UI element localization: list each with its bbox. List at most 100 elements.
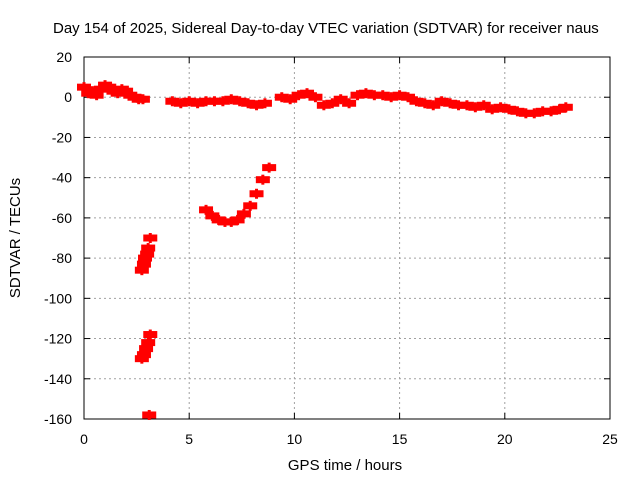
data-point	[140, 265, 144, 276]
y-axis-label: SDTVAR / TECUs	[7, 178, 24, 298]
data-point	[144, 343, 148, 354]
data-point	[196, 98, 200, 109]
data-point	[507, 104, 511, 115]
series-short-streak-3h-upper	[134, 233, 158, 276]
x-tick-label: 15	[392, 431, 408, 447]
data-point	[280, 92, 284, 103]
data-point	[347, 98, 351, 109]
data-point	[90, 86, 94, 97]
data-point	[406, 92, 410, 103]
data-point	[532, 108, 536, 119]
data-point	[146, 243, 150, 254]
data-point	[146, 337, 150, 348]
data-point	[124, 86, 128, 97]
data-point	[465, 100, 469, 111]
y-tick-label: -160	[44, 411, 72, 427]
data-point	[490, 104, 494, 115]
data-point	[238, 96, 242, 107]
data-point	[148, 233, 152, 243]
data-point	[356, 90, 360, 101]
data-point	[431, 100, 435, 111]
x-tick-label: 10	[287, 431, 303, 447]
x-tick-label: 5	[185, 431, 193, 447]
y-tick-label: 0	[64, 89, 72, 105]
data-point	[499, 102, 503, 113]
data-point	[541, 106, 545, 117]
data-point	[313, 92, 317, 103]
data-point	[141, 94, 145, 105]
data-point	[221, 96, 225, 107]
data-point	[473, 102, 477, 113]
data-point	[297, 90, 301, 101]
data-point	[330, 98, 334, 109]
axis-ticks: 20 0 -20 -40 -60 -80 -100 -120 -140 -160 0 5 10 15 20 2…	[44, 49, 618, 447]
data-point	[305, 88, 309, 99]
data-point	[414, 96, 418, 107]
data-point	[255, 100, 259, 111]
data-point	[204, 96, 208, 107]
data-point	[147, 409, 151, 420]
y-tick-label: -140	[44, 371, 72, 387]
data-point	[515, 106, 519, 117]
data-point	[143, 253, 147, 264]
data-point	[142, 349, 146, 360]
chart-title: Day 154 of 2025, Sidereal Day-to-day VTE…	[53, 20, 599, 37]
y-tick-label: -80	[52, 250, 72, 266]
data-point	[372, 90, 376, 101]
data-point	[107, 82, 111, 93]
data-point	[267, 162, 271, 173]
grid-lines	[84, 57, 610, 419]
data-point	[212, 96, 216, 107]
data-point	[99, 84, 103, 95]
y-tick-label: -120	[44, 331, 72, 347]
y-tick-label: -100	[44, 290, 72, 306]
y-tick-label: -20	[52, 129, 72, 145]
data-point	[549, 106, 553, 117]
data-point	[263, 98, 267, 109]
data-point	[248, 200, 252, 211]
series-isolated-point	[142, 409, 157, 420]
x-tick-label: 0	[80, 431, 88, 447]
data-point	[236, 214, 240, 225]
data-point	[116, 88, 120, 99]
plot-frame	[83, 56, 611, 420]
data-point	[389, 92, 393, 103]
data-point	[179, 98, 183, 109]
data-point	[187, 96, 191, 107]
x-tick-label: 25	[602, 431, 618, 447]
data-point	[381, 90, 385, 101]
y-tick-label: -40	[52, 170, 72, 186]
y-tick-label: -60	[52, 210, 72, 226]
data-points	[77, 80, 573, 420]
data-point	[82, 82, 86, 93]
data-point	[364, 88, 368, 99]
data-point	[148, 329, 152, 340]
series-main-band-near-zero	[77, 80, 573, 119]
data-point	[322, 100, 326, 111]
data-point	[204, 204, 208, 215]
data-point	[95, 90, 99, 101]
data-point	[229, 94, 233, 105]
data-point	[440, 96, 444, 107]
data-point	[482, 100, 486, 111]
x-tick-label: 20	[497, 431, 513, 447]
data-point	[242, 208, 246, 219]
data-point	[246, 98, 250, 109]
data-point	[423, 98, 427, 109]
data-point	[457, 100, 461, 111]
data-point	[170, 96, 174, 107]
data-point	[210, 210, 214, 221]
data-point	[339, 94, 343, 105]
data-point	[564, 102, 568, 113]
data-point	[140, 353, 144, 364]
x-axis-label: GPS time / hours	[288, 457, 402, 474]
data-point	[448, 98, 452, 109]
y-tick-label: 20	[56, 49, 72, 65]
data-point	[398, 90, 402, 101]
data-point	[142, 259, 146, 270]
data-point	[255, 188, 259, 199]
data-point	[261, 174, 265, 185]
series-short-streak-3h-lower	[134, 329, 158, 364]
series-arc-segment	[199, 162, 277, 227]
